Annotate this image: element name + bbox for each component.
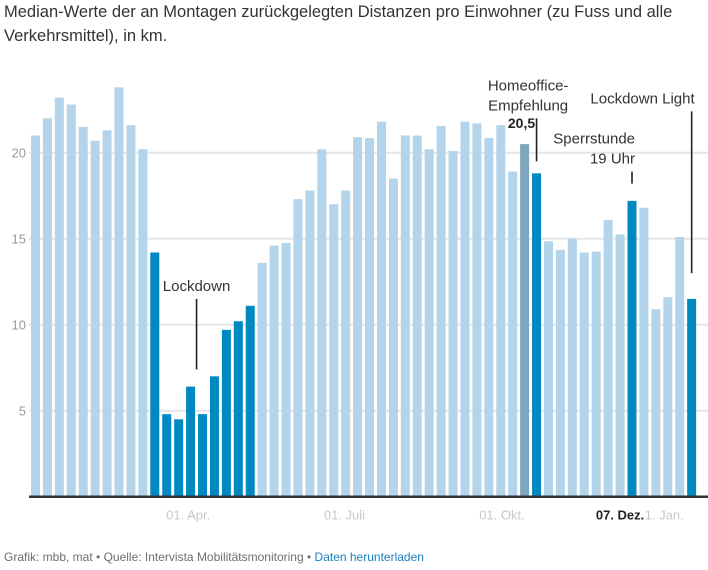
bar[interactable] [233,321,243,497]
y-tick-label: 20 [12,146,26,161]
annotation-lockdown: Lockdown [163,278,231,370]
bar[interactable] [114,87,124,497]
annotation-homeoffice: Homeoffice- Empfehlung [488,77,569,162]
bar[interactable] [687,298,697,497]
bar[interactable] [281,243,291,497]
bar[interactable] [245,305,255,497]
bar[interactable] [174,419,184,497]
bar[interactable] [269,245,279,497]
annotation-label: Homeoffice- [488,77,569,94]
annotation-sperrstunde: Sperrstunde 19 Uhr [553,131,635,184]
bar[interactable] [209,376,219,497]
x-axis-labels: 01. Apr. 01. Juli 01. Okt. 01. Jan.07. Dez. [166,504,684,523]
bar[interactable] [102,130,112,497]
annotation-lockdown-light: Lockdown Light [590,90,695,274]
bar[interactable] [412,135,422,497]
bar[interactable] [472,123,482,497]
separator: • [303,550,315,564]
bar[interactable] [496,125,506,497]
bar[interactable] [138,149,148,497]
bar[interactable] [508,171,518,497]
bar[interactable] [543,241,553,497]
bar[interactable] [150,252,160,497]
bars [31,87,697,497]
y-tick-label: 10 [12,318,26,333]
bar[interactable] [591,251,601,497]
bar[interactable] [198,414,208,497]
bar[interactable] [78,126,88,497]
annotation-label: 19 Uhr [590,151,635,168]
bar[interactable] [126,125,136,497]
x-tick-label: 01. Jan. [637,508,683,523]
bar[interactable] [424,149,434,497]
bar[interactable] [376,121,386,497]
bar[interactable] [317,149,327,497]
bar[interactable] [90,140,100,497]
bar[interactable] [484,138,494,497]
y-tick-label: 5 [19,404,26,419]
bar[interactable] [520,144,530,497]
bar[interactable] [31,135,40,497]
bar[interactable] [221,329,231,497]
bar[interactable] [54,97,64,497]
separator: • [92,550,104,564]
y-axis-labels: 5 10 15 20 [12,146,26,419]
bar[interactable] [567,238,577,497]
bar-chart: 5 10 15 20 01. Apr. 01. Juli 01. Okt. 01. Jan.… [12,77,708,523]
bar[interactable] [329,204,339,497]
download-data-link[interactable]: Daten herunterladen [314,550,424,564]
x-tick-label: 01. Apr. [166,508,210,523]
bar[interactable] [460,121,470,497]
bar[interactable] [66,104,76,497]
annotation-label: Sperrstunde [553,131,635,148]
bar[interactable] [579,252,589,497]
y-tick-label: 15 [12,232,26,247]
bar[interactable] [400,135,410,497]
bar[interactable] [663,297,673,497]
annotation-label: Lockdown [163,278,231,295]
bar[interactable] [42,118,52,497]
bar[interactable] [365,138,375,497]
bar[interactable] [651,309,661,497]
bar[interactable] [615,234,625,497]
bar[interactable] [341,190,351,497]
annotation-label: Empfehlung [488,97,568,114]
bar[interactable] [305,190,315,497]
bar[interactable] [186,386,196,497]
footer: Grafik: mbb, mat • Quelle: Intervista Mo… [4,550,424,564]
source-text: Quelle: Intervista Mobilitätsmonitoring [103,550,304,564]
bar[interactable] [603,219,613,497]
bar[interactable] [448,150,458,497]
x-tick-label-background [592,504,647,523]
annotations: 20,5 Lockdown Homeoffice- Empfehlung Sperrst… [163,77,695,370]
x-tick-label: 01. Okt. [479,508,525,523]
bar[interactable] [257,262,267,497]
x-tick-label: 07. Dez. [596,508,644,523]
bar[interactable] [675,236,685,497]
annotation-label: Lockdown Light [590,90,695,107]
value-label: 20,5 [508,115,535,131]
bar[interactable] [639,207,649,497]
chart-title: Median-Werte der an Montagen zurückgeleg… [4,3,673,45]
x-tick-label: 01. Juli [324,508,365,523]
bar[interactable] [353,137,363,497]
bar[interactable] [293,199,303,497]
bar[interactable] [627,200,637,497]
bar[interactable] [162,414,172,497]
bar[interactable] [532,173,542,497]
bar[interactable] [388,178,398,497]
bar[interactable] [555,249,565,497]
credit-text: Grafik: mbb, mat [4,550,93,564]
bar[interactable] [436,126,446,497]
